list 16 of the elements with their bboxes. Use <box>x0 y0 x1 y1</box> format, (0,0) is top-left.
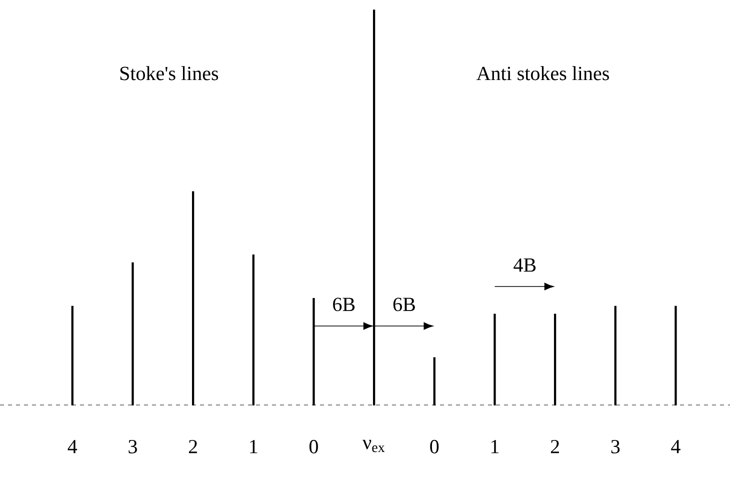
annotation: 4B <box>514 258 536 272</box>
x-tick-label: 1 <box>250 440 258 454</box>
annotation: 6B <box>333 298 355 312</box>
annotation: 6B <box>393 298 415 312</box>
x-tick-label: ν$_{ex}$ <box>362 440 385 452</box>
x-tick-label: 0 <box>430 440 439 454</box>
x-tick-label: 0 <box>309 440 318 454</box>
annotation: Stoke's lines <box>120 66 218 80</box>
x-tick-label: 4 <box>671 440 680 454</box>
x-tick-label: 1 <box>491 440 499 454</box>
annotation: Anti stokes lines <box>476 66 609 80</box>
x-tick-label: 2 <box>550 440 559 454</box>
x-tick-label: 3 <box>611 440 620 454</box>
x-tick-label: 2 <box>188 440 197 454</box>
x-tick-label: 4 <box>68 440 78 454</box>
x-tick-label: 3 <box>128 440 137 454</box>
